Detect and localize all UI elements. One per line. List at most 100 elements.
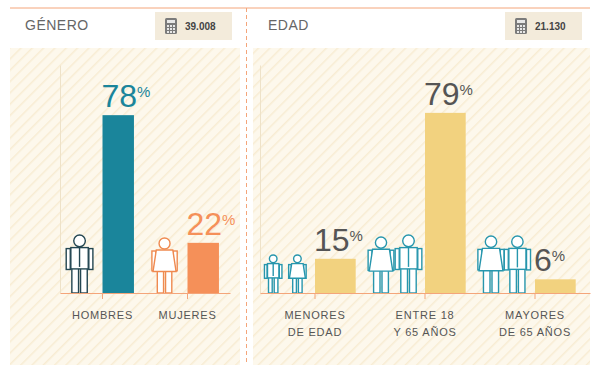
icon-body (509, 248, 526, 269)
icon-arm (66, 249, 70, 270)
icon-part (515, 18, 527, 34)
x-tick-label: MUJERES (158, 309, 216, 321)
icon-head (512, 236, 523, 247)
icon-part (517, 31, 519, 33)
count-box (155, 12, 232, 40)
person-icon (152, 238, 177, 293)
icon-body (153, 250, 176, 272)
icon-part (520, 28, 522, 30)
icon-head (375, 237, 386, 248)
panel-background (253, 48, 590, 365)
data-label-number: 78 (102, 78, 138, 114)
x-axis: MENORESDE EDADENTRE 18Y 65 AÑOSMAYORESDE… (261, 293, 591, 338)
icon-arm (279, 265, 282, 279)
panel-divider (246, 8, 247, 365)
calculator-icon (165, 18, 177, 34)
x-tick: HOMBRES (72, 293, 133, 321)
data-label: 6% (534, 242, 565, 278)
icon-body (479, 248, 503, 270)
y-axis-line (260, 66, 261, 294)
x-tick: ENTRE 18 Y 65 AÑOS (393, 293, 456, 338)
icon-part (173, 31, 175, 33)
icon-head (74, 235, 86, 247)
person-icon (504, 236, 530, 293)
bar (535, 279, 576, 293)
person-icon (368, 237, 394, 293)
data-label-number: 15 (314, 222, 350, 258)
icon-leg (510, 267, 517, 293)
data-label-unit: % (222, 211, 235, 228)
x-tick-mark (187, 293, 188, 299)
calculator-icon (515, 18, 527, 34)
icon-part (167, 25, 169, 27)
count-box (505, 12, 582, 40)
icon-detail (273, 264, 274, 276)
data-label: 22% (187, 206, 236, 242)
bar (103, 115, 134, 293)
y-axis (60, 66, 61, 294)
bars (103, 115, 219, 293)
icon-part (165, 18, 177, 34)
panel-background (10, 48, 240, 365)
icon-arm (395, 249, 399, 270)
person-icon (264, 255, 281, 293)
x-tick-mark (315, 293, 316, 299)
y-axis (260, 66, 261, 294)
x-tick-label: MAYORESDE 65 AÑOS (499, 309, 571, 338)
icon-body (268, 264, 279, 278)
data-label-number: 79 (424, 76, 460, 112)
icon-body (400, 248, 417, 269)
icon-part (167, 31, 169, 33)
data-label-number: 6 (534, 242, 552, 278)
x-tick-mark (102, 293, 103, 299)
x-tick-label: HOMBRES (72, 309, 133, 321)
x-tick-label-line: ENTRE 18 (396, 309, 455, 321)
panel-title: EDAD (268, 17, 309, 33)
person-icon (395, 235, 422, 293)
bar (315, 259, 356, 293)
x-tick-mark (535, 293, 536, 299)
icon-detail (79, 248, 80, 267)
icon-part (523, 25, 525, 27)
icon-body (71, 248, 88, 269)
x-tick-mark (425, 293, 426, 299)
icon-head (403, 235, 415, 247)
y-axis-line (60, 66, 61, 294)
data-label: 15% (314, 222, 363, 258)
data-label-number: 22 (187, 206, 223, 242)
icon-part (167, 28, 169, 30)
icon-leg (72, 267, 79, 293)
data-label: 78% (102, 78, 151, 114)
icon-body (289, 264, 305, 279)
icon-leg (518, 267, 525, 293)
icon-head (269, 255, 277, 263)
icon-part (520, 31, 522, 33)
icon-part (170, 28, 172, 30)
top-rule (10, 8, 590, 9)
x-tick-label: MENORESDE EDAD (284, 309, 345, 338)
icon-head (159, 238, 170, 249)
icon-detail (408, 248, 409, 267)
bars (315, 113, 576, 293)
icon-part (520, 25, 522, 27)
icon-arm (504, 249, 508, 270)
person-icon (66, 235, 93, 293)
panel: GÉNERO39.008HOMBRESMUJERES78%22% (10, 12, 240, 365)
icon-leg (401, 267, 408, 293)
data-label-unit: % (350, 227, 363, 244)
data-label-unit: % (552, 247, 565, 264)
icon-head (294, 255, 302, 263)
data-label-unit: % (137, 83, 150, 100)
icon-part (517, 20, 525, 23)
icon-part (167, 20, 175, 23)
x-tick-label-line: Y 65 AÑOS (393, 326, 456, 338)
x-tick-label-line: DE EDAD (288, 326, 343, 338)
x-axis-line (61, 293, 231, 294)
x-tick-label-line: MAYORES (505, 309, 565, 321)
icon-arm (89, 249, 93, 270)
icon-leg (81, 267, 88, 293)
person-icon (289, 255, 306, 293)
bar (188, 243, 219, 293)
x-tick: MAYORESDE 65 AÑOS (499, 293, 571, 338)
icon-arm (264, 265, 267, 279)
